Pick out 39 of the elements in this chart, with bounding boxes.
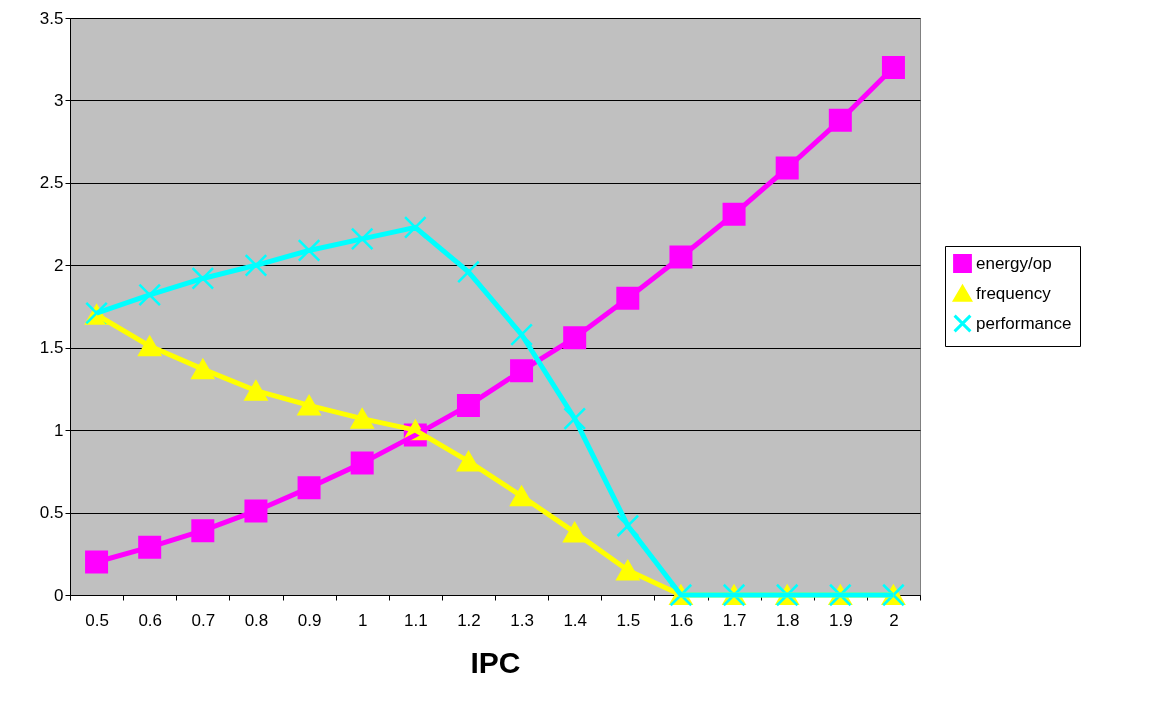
x-tick-label: 1.9 [828,610,853,630]
x-axis-title: IPC [470,645,521,679]
x-tick-label: 1.6 [669,610,694,630]
legend-label: performance [976,313,1072,333]
y-tick-label: 1.5 [39,338,64,358]
point [138,283,162,307]
x-tick-label: 0.8 [244,610,269,630]
x-tick-label: 0.9 [297,610,322,630]
y-tick-label: 0 [54,585,64,605]
point [350,227,374,251]
x-tick-label: 0.7 [191,610,216,630]
y-tick-label: 3 [54,90,64,110]
y-tick-label: 0.5 [39,503,64,523]
x-tick-label: 0.6 [138,610,163,630]
point [563,407,587,431]
point [191,266,215,290]
x-tick-label: 1.5 [616,610,641,630]
y-tick-label: 1 [54,420,64,440]
point [297,238,321,262]
point [85,550,109,574]
legend-label: energy/op [976,253,1052,273]
point [456,260,480,284]
point [616,514,640,538]
x-tick-label: 1.2 [457,610,481,630]
y-tick-label: 3.5 [39,8,64,28]
y-tick-label: 2.5 [39,173,64,193]
x-tick-label: 1 [357,610,368,630]
point [510,323,534,347]
x-tick-label: 1.7 [722,610,747,630]
x-tick-label: 1.8 [775,610,800,630]
point [403,215,427,239]
x-tick-label: 1.4 [563,610,588,630]
x-tick-label: 1.3 [510,610,534,630]
legend-label: frequency [976,283,1052,303]
x-tick-label: 2 [889,610,899,630]
point [244,253,268,277]
x-tick-label: 1.1 [403,610,428,630]
y-tick-label: 2 [54,255,64,275]
x-tick-label: 0.5 [85,610,109,630]
